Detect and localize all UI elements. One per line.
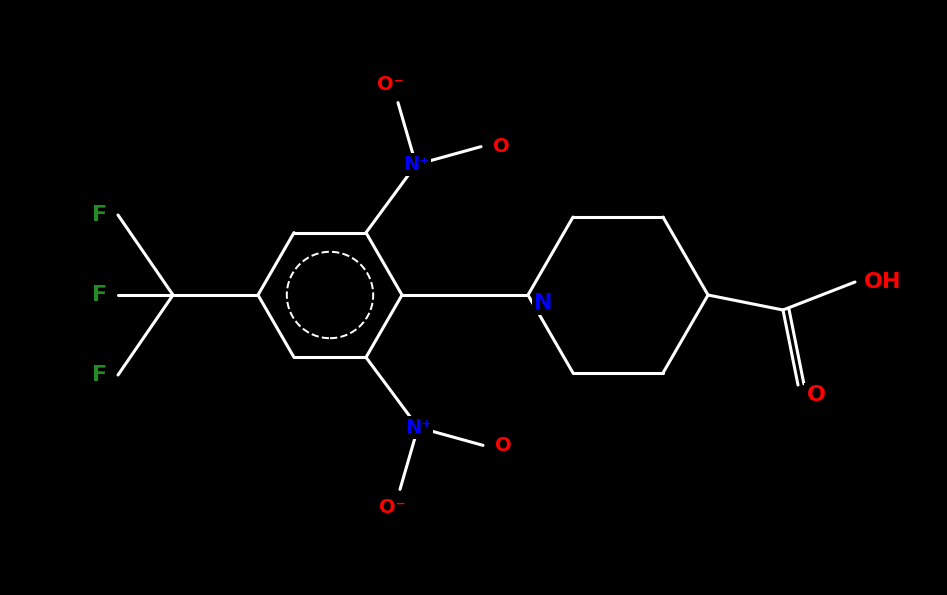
Text: F: F: [93, 205, 108, 225]
Text: O⁻: O⁻: [377, 75, 403, 94]
Text: N⁺: N⁺: [402, 155, 429, 174]
Text: F: F: [93, 285, 108, 305]
Text: O: O: [494, 436, 511, 455]
Text: N⁺: N⁺: [404, 418, 431, 437]
Text: O⁻: O⁻: [379, 498, 405, 517]
Text: O: O: [492, 137, 509, 156]
Text: F: F: [93, 365, 108, 385]
Text: O: O: [807, 385, 826, 405]
Text: N: N: [534, 293, 552, 313]
Text: OH: OH: [865, 272, 902, 292]
